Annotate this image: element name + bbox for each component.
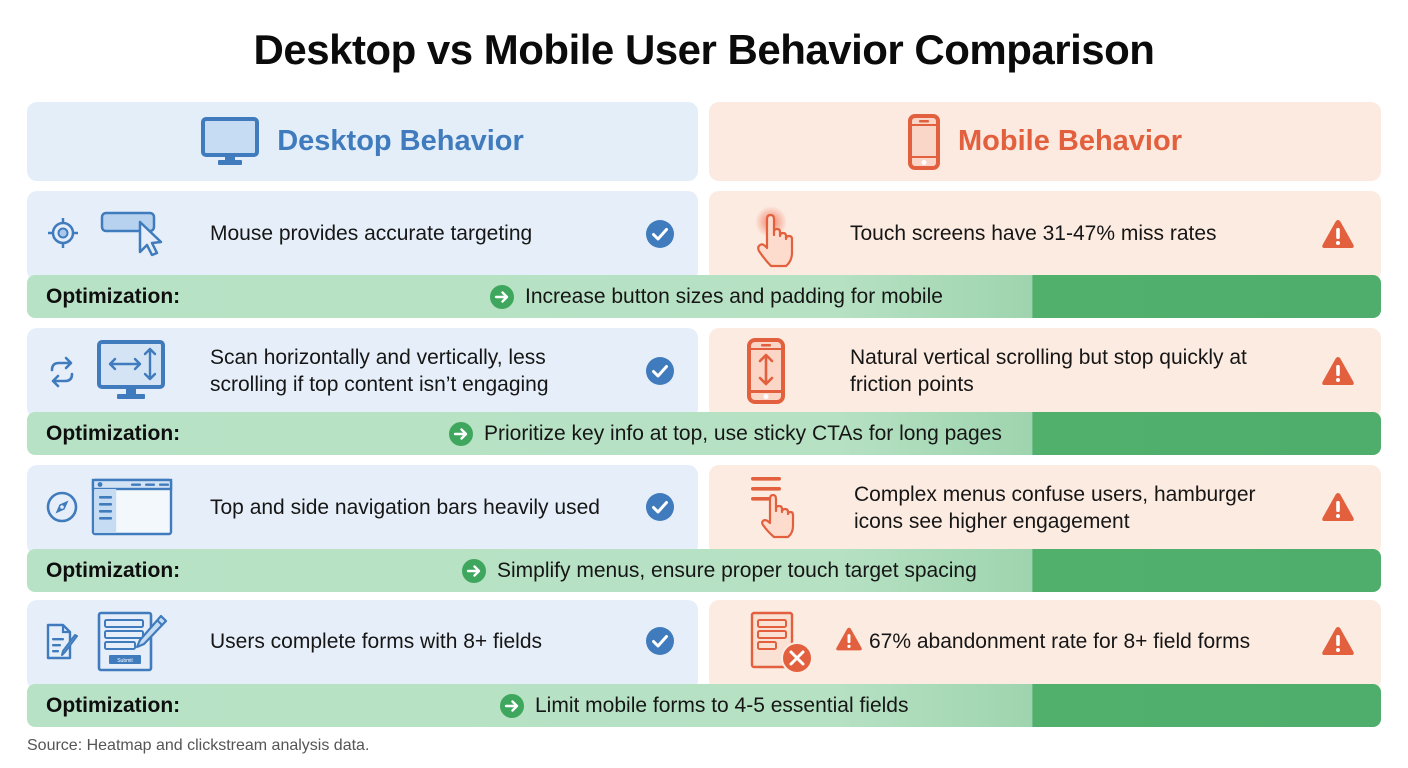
comparison-row-scrolling: Scan horizontally and vertically, less s… <box>27 328 1381 456</box>
smartphone-icon <box>908 113 940 170</box>
mobile-card: 67% abandonment rate for 8+ field forms <box>709 600 1381 690</box>
text-line: icons see higher engagement <box>854 510 1130 533</box>
refresh-arrows-icon <box>50 356 74 388</box>
optimization-text: Prioritize key info at top, use sticky C… <box>484 421 1002 445</box>
desktop-behavior-text: Mouse provides accurate targeting <box>210 222 533 245</box>
text-line: Complex menus confuse users, hamburger <box>854 483 1256 506</box>
form-error-x-icon <box>750 611 813 674</box>
arrow-right-circle-icon <box>490 284 514 309</box>
browser-sidebar-layout-icon <box>91 478 173 536</box>
check-circle-icon <box>646 493 674 521</box>
desktop-behavior-text: Top and side navigation bars heavily use… <box>210 496 600 519</box>
comparison-row-forms: Submit Users complete forms with 8+ fiel… <box>27 600 1381 728</box>
arrow-right-circle-icon <box>449 421 473 446</box>
crosshair-icon <box>48 218 78 248</box>
mobile-behavior-text: Complex menus confuse users, hamburger i… <box>854 481 1256 535</box>
form-submit-pen-icon: Submit <box>97 611 168 672</box>
source-note: Source: Heatmap and clickstream analysis… <box>27 737 370 754</box>
optimization-bar: Optimization: Increase button sizes and … <box>27 275 1381 318</box>
desktop-card: Mouse provides accurate targeting <box>27 191 698 281</box>
document-edit-icon <box>46 623 78 660</box>
optimization-label: Optimization: <box>46 421 181 445</box>
monitor-scroll-arrows-icon <box>97 340 165 399</box>
text-line: friction points <box>850 373 974 396</box>
check-circle-icon <box>646 220 674 248</box>
warning-triangle-small-icon <box>835 626 863 657</box>
mobile-card: Touch screens have 31-47% miss rates <box>709 191 1381 281</box>
warning-triangle-icon <box>1322 357 1354 385</box>
mobile-column-title: Mobile Behavior <box>958 125 1182 157</box>
compass-icon <box>46 491 78 523</box>
mobile-behavior-text: Natural vertical scrolling but stop quic… <box>850 344 1247 398</box>
desktop-monitor-icon <box>201 116 260 165</box>
optimization-tip: Simplify menus, ensure proper touch targ… <box>461 558 977 584</box>
mobile-behavior-text: Touch screens have 31-47% miss rates <box>850 222 1217 245</box>
optimization-bar: Optimization: Limit mobile forms to 4-5 … <box>27 684 1381 727</box>
desktop-column-title: Desktop Behavior <box>277 125 524 157</box>
optimization-text: Increase button sizes and padding for mo… <box>525 284 943 308</box>
desktop-behavior-text: Users complete forms with 8+ fields <box>210 630 543 653</box>
cursor-click-button-icon <box>100 211 163 257</box>
page-title: Desktop vs Mobile User Behavior Comparis… <box>253 26 1155 73</box>
optimization-label: Optimization: <box>46 558 181 582</box>
warning-triangle-icon <box>1322 627 1354 655</box>
warning-triangle-icon <box>1322 220 1354 248</box>
desktop-behavior-text: Scan horizontally and vertically, less s… <box>210 344 549 398</box>
comparison-row-navigation: Top and side navigation bars heavily use… <box>27 465 1381 593</box>
optimization-tip: Prioritize key info at top, use sticky C… <box>448 421 1002 447</box>
optimization-text: Limit mobile forms to 4-5 essential fiel… <box>535 693 909 717</box>
submit-label: Submit <box>117 658 133 664</box>
mobile-column-header: Mobile Behavior <box>709 102 1381 181</box>
mobile-card: Complex menus confuse users, hamburger i… <box>709 465 1381 555</box>
mobile-behavior-text: 67% abandonment rate for 8+ field forms <box>869 630 1251 653</box>
desktop-card: Scan horizontally and vertically, less s… <box>27 328 698 418</box>
optimization-bar: Optimization: Simplify menus, ensure pro… <box>27 549 1381 592</box>
check-circle-icon <box>646 627 674 655</box>
optimization-text: Simplify menus, ensure proper touch targ… <box>497 558 977 582</box>
check-circle-icon <box>646 357 674 385</box>
mobile-card: Natural vertical scrolling but stop quic… <box>709 328 1381 418</box>
optimization-tip: Increase button sizes and padding for mo… <box>489 284 943 310</box>
desktop-card: Submit Users complete forms with 8+ fiel… <box>27 600 698 690</box>
text-line: Scan horizontally and vertically, less <box>210 346 546 369</box>
warning-triangle-icon <box>1322 493 1354 521</box>
desktop-card: Top and side navigation bars heavily use… <box>27 465 698 555</box>
text-line: scrolling if top content isn’t engaging <box>210 373 549 396</box>
touch-tap-hand-icon <box>755 206 794 268</box>
optimization-tip: Limit mobile forms to 4-5 essential fiel… <box>499 693 908 719</box>
optimization-label: Optimization: <box>46 693 181 717</box>
phone-vertical-scroll-icon <box>747 338 785 404</box>
optimization-label: Optimization: <box>46 284 181 308</box>
comparison-row-targeting: Mouse provides accurate targeting Touch … <box>27 191 1381 319</box>
text-line: Natural vertical scrolling but stop quic… <box>850 346 1247 369</box>
arrow-right-circle-icon <box>462 558 486 583</box>
hamburger-menu-tap-icon <box>751 477 795 539</box>
arrow-right-circle-icon <box>500 693 524 718</box>
optimization-bar: Optimization: Prioritize key info at top… <box>27 412 1381 455</box>
desktop-column-header: Desktop Behavior <box>27 102 698 181</box>
